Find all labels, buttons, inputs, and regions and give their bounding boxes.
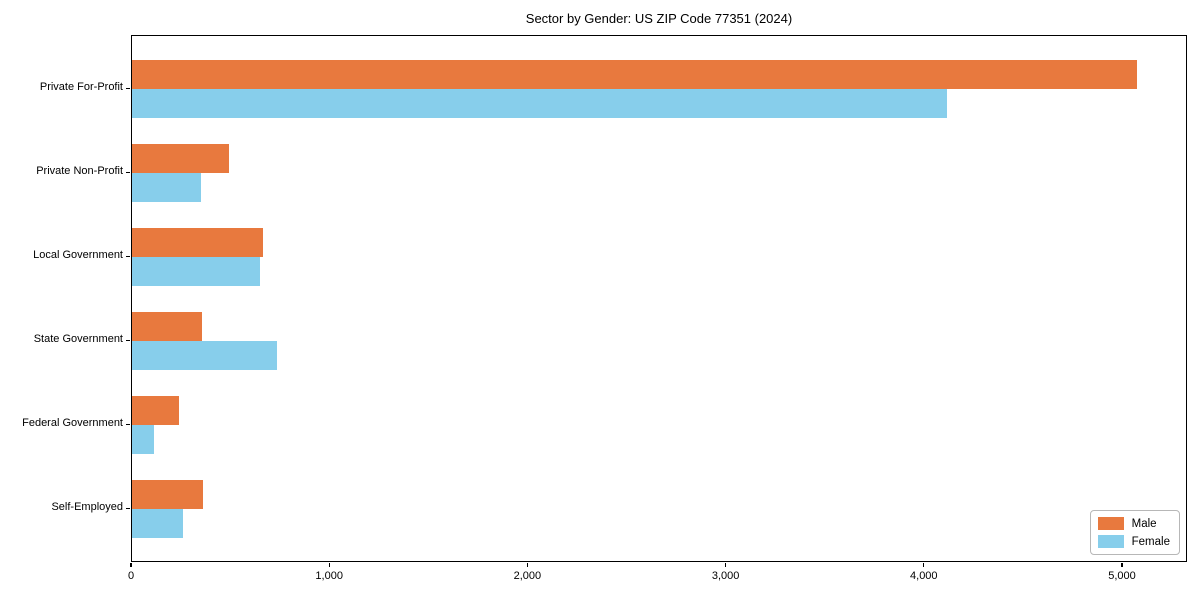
x-tick-mark	[130, 563, 132, 567]
y-tick-mark	[126, 507, 130, 509]
legend-swatch-male	[1097, 517, 1124, 530]
bar-female-5	[132, 425, 154, 454]
legend-swatch-female	[1097, 535, 1124, 548]
y-tick-mark	[126, 171, 130, 173]
bar-male-3	[132, 228, 263, 257]
y-tick-mark	[126, 339, 130, 341]
x-tick-label-1: 0	[127, 570, 135, 582]
y-tick-mark	[126, 423, 130, 425]
bar-male-1	[132, 60, 1137, 89]
x-tick-label-6: 5,000	[1108, 570, 1136, 582]
legend-label-female: Female	[1131, 535, 1170, 548]
legend-label-male: Male	[1131, 517, 1157, 530]
bar-male-2	[132, 144, 230, 173]
legend: Male Female	[1089, 510, 1180, 555]
y-tick-mark	[126, 87, 130, 89]
bar-female-4	[132, 341, 277, 370]
bar-female-3	[132, 257, 260, 286]
legend-entry-male: Male	[1097, 517, 1170, 530]
x-tick-mark	[724, 563, 727, 567]
y-tick-label-3: Local Government	[33, 249, 123, 261]
plot-area: Male Female	[131, 35, 1187, 562]
x-tick-mark	[923, 563, 925, 567]
chart-title: Sector by Gender: US ZIP Code 77351 (202…	[525, 11, 793, 26]
bar-female-6	[132, 509, 183, 538]
y-tick-label-2: Private Non-Profit	[36, 165, 123, 177]
legend-entry-female: Female	[1097, 535, 1170, 548]
x-tick-label-4: 3,000	[711, 570, 740, 582]
bar-male-5	[132, 396, 179, 425]
x-tick-label-2: 1,000	[315, 570, 343, 582]
y-tick-label-6: Self-Employed	[51, 501, 123, 513]
y-tick-label-5: Federal Government	[22, 417, 123, 429]
x-tick-label-5: 4,000	[910, 570, 938, 582]
bar-female-2	[132, 173, 202, 202]
y-tick-mark	[126, 255, 130, 257]
bar-male-6	[132, 480, 204, 509]
y-tick-label-1: Private For-Profit	[39, 81, 123, 93]
x-tick-mark	[1121, 563, 1123, 567]
bar-male-4	[132, 312, 203, 341]
x-tick-mark	[328, 563, 330, 567]
y-tick-label-4: State Government	[33, 333, 123, 345]
x-tick-mark	[526, 563, 528, 567]
x-tick-label-3: 2,000	[513, 570, 542, 582]
bar-female-1	[132, 89, 947, 118]
